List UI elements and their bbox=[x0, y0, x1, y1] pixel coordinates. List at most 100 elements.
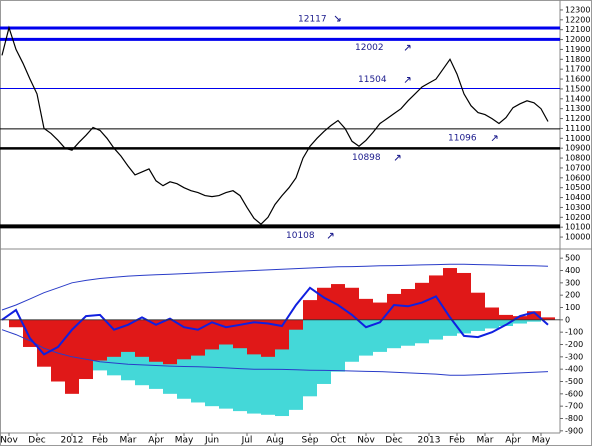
y-tick-label: 11500 bbox=[565, 84, 590, 93]
level-label: 10108 bbox=[286, 231, 315, 241]
y-tick-label: -400 bbox=[565, 365, 583, 374]
y-tick-label: 10900 bbox=[565, 144, 590, 153]
x-tick-label: Mar bbox=[120, 436, 137, 446]
y-tick-label: 400 bbox=[565, 266, 580, 275]
y-tick-label: 11400 bbox=[565, 94, 590, 103]
y-tick-label: 10100 bbox=[565, 223, 590, 232]
histogram-bar bbox=[443, 268, 457, 320]
y-tick-label: -100 bbox=[565, 328, 583, 337]
x-tick-label: Apr bbox=[148, 436, 164, 446]
y-tick-label: 11600 bbox=[565, 75, 590, 84]
y-tick-label: 11000 bbox=[565, 134, 590, 143]
histogram-bar bbox=[219, 319, 233, 345]
y-tick-label: -800 bbox=[565, 414, 583, 423]
y-tick-label: 11200 bbox=[565, 114, 590, 123]
histogram-bar bbox=[37, 319, 51, 367]
x-tick-label: Apr bbox=[505, 436, 521, 446]
histogram-bar bbox=[191, 319, 205, 356]
histogram-bar bbox=[163, 319, 177, 365]
x-tick-label: Jun bbox=[204, 436, 219, 446]
y-tick-label: 10200 bbox=[565, 213, 590, 222]
level-arrow bbox=[404, 77, 411, 83]
y-tick-label: -600 bbox=[565, 389, 583, 398]
histogram-bar bbox=[513, 319, 527, 324]
oscillator-line bbox=[1, 263, 549, 311]
histogram-bar bbox=[499, 314, 513, 320]
histogram-bar bbox=[79, 319, 93, 380]
y-tick-label: 10800 bbox=[565, 154, 590, 163]
y-tick-label: 10300 bbox=[565, 203, 590, 212]
histogram-bar bbox=[457, 272, 471, 320]
x-tick-label: May bbox=[532, 436, 551, 446]
histogram-bar bbox=[9, 319, 23, 328]
histogram-bar bbox=[317, 319, 331, 384]
histogram-bar bbox=[233, 319, 247, 349]
y-tick-label: 12100 bbox=[565, 25, 590, 34]
x-tick-label: Feb bbox=[449, 436, 465, 446]
histogram-bar bbox=[289, 319, 303, 410]
x-tick-label: May bbox=[175, 436, 194, 446]
y-tick-label: 11300 bbox=[565, 104, 590, 113]
y-tick-label: 12300 bbox=[565, 5, 590, 14]
level-label: 11096 bbox=[448, 133, 477, 143]
histogram-bar bbox=[527, 311, 541, 320]
histogram-bar bbox=[387, 293, 401, 320]
x-tick-label: 2013 bbox=[418, 436, 441, 446]
x-tick-label: Feb bbox=[92, 436, 108, 446]
y-tick-label: 200 bbox=[565, 291, 580, 300]
histogram-bar bbox=[149, 319, 163, 362]
histogram-bar bbox=[429, 319, 443, 340]
y-tick-label: -700 bbox=[565, 402, 583, 411]
histogram-bar bbox=[303, 319, 317, 397]
y-tick-label: -900 bbox=[565, 426, 583, 435]
y-tick-label: 11900 bbox=[565, 45, 590, 54]
x-tick-label: Sep bbox=[302, 436, 319, 446]
x-tick-label: Aug bbox=[266, 436, 284, 446]
histogram-bar bbox=[485, 319, 499, 329]
histogram-bar bbox=[51, 319, 65, 382]
y-tick-label: 12000 bbox=[565, 35, 590, 44]
histogram-bar bbox=[527, 319, 541, 322]
histogram-bar bbox=[471, 319, 485, 331]
histogram-bar bbox=[23, 319, 37, 347]
level-arrow bbox=[394, 154, 401, 161]
histogram-bar bbox=[345, 319, 359, 362]
y-tick-label: -200 bbox=[565, 340, 583, 349]
price-line bbox=[1, 25, 549, 226]
y-tick-label: 10700 bbox=[565, 163, 590, 172]
y-tick-label: 0 bbox=[565, 315, 570, 324]
histogram-bar bbox=[135, 319, 149, 357]
x-tick-label: Dec bbox=[28, 436, 45, 446]
y-tick-label: -500 bbox=[565, 377, 583, 386]
oscillator-line bbox=[1, 329, 549, 376]
level-label: 12117 bbox=[298, 15, 327, 25]
histogram-bar bbox=[443, 319, 457, 336]
histogram-bar bbox=[93, 319, 107, 361]
histogram-bar bbox=[513, 316, 527, 320]
histogram-bar bbox=[485, 307, 499, 320]
histogram-bar bbox=[359, 319, 373, 356]
level-arrow bbox=[404, 44, 411, 51]
y-tick-label: 10400 bbox=[565, 193, 590, 202]
y-tick-label: 10600 bbox=[565, 173, 590, 182]
histogram-bar bbox=[177, 319, 191, 360]
histogram-bar bbox=[205, 319, 219, 350]
y-tick-label: 500 bbox=[565, 254, 580, 263]
histogram-bar bbox=[457, 319, 471, 334]
histogram-bar bbox=[387, 319, 401, 349]
level-label: 11504 bbox=[358, 75, 387, 85]
histogram-bar bbox=[415, 319, 429, 344]
y-tick-label: 12200 bbox=[565, 15, 590, 24]
histogram-bar bbox=[317, 287, 331, 320]
y-tick-label: 10000 bbox=[565, 233, 590, 242]
y-tick-label: 11700 bbox=[565, 65, 590, 74]
histogram-bar bbox=[289, 319, 303, 330]
histogram-bar bbox=[359, 298, 373, 320]
y-tick-label: 11100 bbox=[565, 124, 590, 133]
histogram-bar bbox=[303, 300, 317, 320]
histogram-bar bbox=[331, 319, 345, 372]
y-tick-label: 10500 bbox=[565, 183, 590, 192]
histogram-bar bbox=[499, 319, 513, 326]
x-tick-label: Dec bbox=[385, 436, 402, 446]
histogram-bar bbox=[541, 317, 555, 320]
